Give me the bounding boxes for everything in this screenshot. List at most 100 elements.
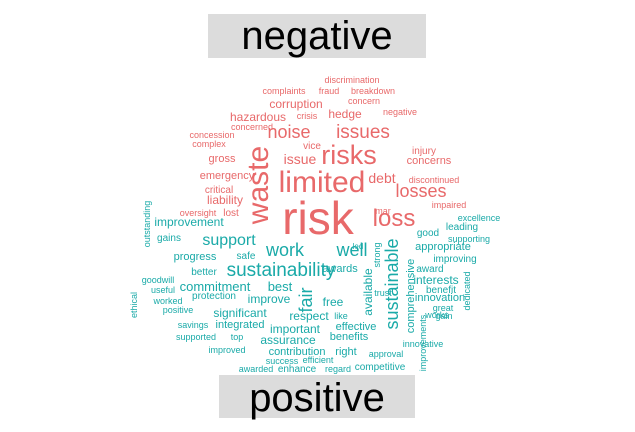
cloud-word-hedge: hedge [328, 107, 362, 121]
cloud-word-discontinued: discontinued [409, 175, 460, 185]
cloud-word-oversight: oversight [180, 208, 217, 218]
cloud-word-debt: debt [368, 170, 395, 186]
cloud-word-good: good [417, 228, 439, 239]
cloud-word-corruption: corruption [269, 97, 322, 111]
cloud-word-savings: savings [178, 320, 209, 330]
positive-label: positive [219, 375, 415, 420]
cloud-word-limited: limited [279, 166, 366, 199]
cloud-word-risks: risks [321, 140, 377, 170]
cloud-word-useful: useful [151, 285, 175, 295]
cloud-word-concerned: concerned [231, 122, 273, 132]
negative-label: negative [208, 14, 426, 58]
cloud-word-work: work [265, 240, 305, 260]
cloud-word-ethical: ethical [129, 292, 139, 318]
cloud-word-improve: improve [248, 292, 291, 306]
cloud-word-comprehensive: comprehensive [405, 259, 417, 334]
cloud-word-appropriate: appropriate [415, 241, 471, 253]
cloud-word-issues: issues [336, 122, 390, 143]
cloud-word-awarded: awarded [239, 364, 274, 374]
cloud-word-support: support [202, 232, 256, 249]
cloud-word-goodwill: goodwill [142, 275, 175, 285]
cloud-word-commitment: commitment [180, 279, 251, 294]
cloud-word-significant: significant [213, 306, 267, 320]
cloud-word-impaired: impaired [432, 200, 467, 210]
cloud-word-gross: gross [209, 153, 236, 165]
cloud-word-waste: waste [242, 146, 275, 225]
cloud-word-interests: interests [413, 273, 458, 287]
cloud-word-vice: vice [303, 141, 321, 152]
cloud-word-gains: gains [157, 233, 181, 244]
cloud-word-gain: gain [435, 311, 452, 321]
cloud-word-important: important [270, 322, 321, 336]
cloud-word-improvement: improvement [154, 215, 224, 229]
cloud-word-supporting: supporting [448, 234, 490, 244]
cloud-word-discrimination: discrimination [324, 75, 379, 85]
cloud-word-dedicated: dedicated [462, 271, 472, 310]
cloud-word-concerns: concerns [407, 155, 452, 167]
cloud-word-works: works [424, 310, 449, 320]
cloud-word-progress: progress [174, 251, 217, 263]
cloud-word-injury: injury [412, 146, 436, 157]
cloud-word-positive: positive [163, 305, 194, 315]
cloud-word-awards: awards [322, 263, 358, 275]
cloud-word-competitive: competitive [355, 362, 406, 373]
cloud-word-breakdown: breakdown [351, 86, 395, 96]
cloud-word-fair: fair [296, 287, 316, 312]
cloud-word-success: success [266, 356, 299, 366]
cloud-word-integrated: integrated [216, 319, 265, 331]
cloud-word-critical: critical [205, 185, 233, 196]
cloud-word-mar: mar [375, 206, 391, 216]
cloud-word-improving: improving [433, 254, 476, 265]
cloud-word-benefit: benefit [426, 285, 456, 296]
cloud-word-issue: issue [284, 151, 317, 167]
cloud-word-worked: worked [152, 296, 182, 306]
cloud-word-great: great [433, 303, 454, 313]
cloud-word-emergency: emergency [200, 170, 255, 182]
cloud-word-loss: loss [373, 205, 416, 232]
cloud-word-concession: concession [189, 130, 234, 140]
cloud-word-leading: leading [446, 222, 478, 233]
cloud-word-top: top [231, 332, 244, 342]
cloud-word-regard: regard [325, 364, 351, 374]
cloud-word-efficient: efficient [303, 355, 334, 365]
cloud-word-like: like [334, 311, 348, 321]
cloud-word-complex: complex [192, 139, 226, 149]
cloud-word-negative: negative [383, 107, 417, 117]
cloud-word-hazardous: hazardous [230, 110, 286, 124]
cloud-word-outstanding: outstanding [142, 201, 152, 248]
cloud-word-right: right [335, 346, 356, 358]
cloud-word-sustainability: sustainability [227, 260, 336, 281]
cloud-word-losses: losses [395, 181, 446, 201]
cloud-word-respect: respect [289, 309, 329, 323]
cloud-word-liability: liability [207, 193, 243, 207]
cloud-word-complaints: complaints [262, 86, 306, 96]
cloud-word-enhance: enhance [278, 364, 317, 375]
cloud-word-improved: improved [208, 345, 245, 355]
cloud-word-noise: noise [267, 122, 310, 142]
cloud-word-innovative: innovative [403, 339, 444, 349]
cloud-word-crisis: crisis [297, 111, 318, 121]
cloud-word-best: best [268, 279, 293, 294]
cloud-word-sustainable: sustainable [382, 238, 402, 329]
cloud-word-contribution: contribution [269, 346, 326, 358]
cloud-word-improvements: improvements [418, 314, 428, 371]
cloud-word-benefits: benefits [330, 331, 369, 343]
cloud-word-supported: supported [176, 332, 216, 342]
cloud-word-assurance: assurance [260, 333, 316, 347]
cloud-word-strong: strong [372, 242, 382, 267]
cloud-word-safe: safe [237, 251, 256, 262]
cloud-word-led: led [353, 242, 364, 251]
cloud-word-risk: risk [282, 192, 355, 244]
cloud-word-lost: lost [223, 208, 239, 219]
cloud-word-award: award [416, 264, 443, 275]
cloud-word-trust: trust [374, 288, 392, 298]
cloud-word-concern: concern [348, 96, 380, 106]
cloud-word-available: available [361, 268, 375, 316]
cloud-word-approval: approval [369, 349, 404, 359]
cloud-word-better: better [191, 267, 217, 278]
cloud-word-free: free [323, 295, 344, 309]
cloud-word-innovation: innovation [415, 292, 465, 304]
cloud-word-fraud: fraud [319, 86, 340, 96]
cloud-word-well: well [335, 240, 367, 260]
